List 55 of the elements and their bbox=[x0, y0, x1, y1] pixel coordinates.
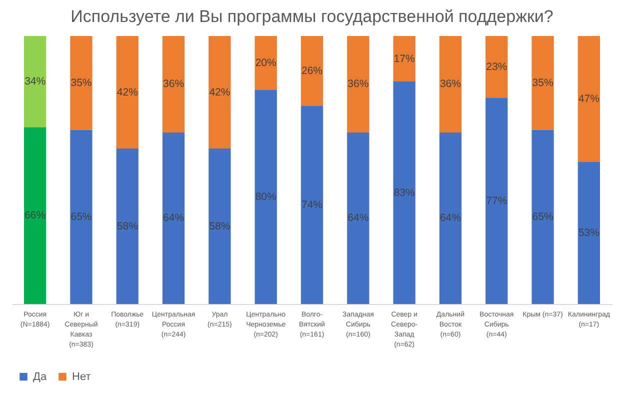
bar bbox=[393, 82, 416, 304]
data-label: 35% bbox=[532, 76, 554, 89]
data-label: 36% bbox=[163, 78, 184, 90]
legend-label: Нет bbox=[72, 370, 91, 383]
bar bbox=[532, 130, 554, 304]
data-label: 23% bbox=[486, 60, 508, 73]
data-label: 42% bbox=[209, 86, 230, 98]
bar bbox=[208, 36, 231, 149]
data-label: 65% bbox=[532, 210, 554, 223]
data-label: 47% bbox=[578, 92, 600, 105]
bar bbox=[116, 148, 138, 304]
bar bbox=[162, 132, 185, 304]
data-label: 74% bbox=[301, 198, 323, 211]
data-label: 36% bbox=[348, 78, 369, 90]
bar bbox=[208, 148, 231, 304]
bar bbox=[486, 98, 508, 304]
data-label: 64% bbox=[348, 212, 369, 224]
data-label: 17% bbox=[394, 52, 415, 65]
bar bbox=[393, 36, 416, 82]
bar bbox=[162, 36, 185, 132]
bar bbox=[347, 36, 370, 132]
data-label: 83% bbox=[394, 186, 415, 199]
bar bbox=[532, 36, 554, 130]
bar bbox=[300, 106, 324, 304]
bar bbox=[439, 36, 462, 132]
bar bbox=[486, 36, 508, 98]
data-label: 77% bbox=[486, 194, 508, 207]
data-label: 42% bbox=[116, 86, 138, 98]
data-label: 66% bbox=[24, 210, 46, 222]
chart-title: Используете ли Вы программы государственной поддержки? bbox=[70, 7, 554, 26]
data-label: 58% bbox=[209, 220, 230, 232]
data-label: 26% bbox=[301, 64, 323, 77]
data-label: 35% bbox=[70, 76, 92, 89]
data-label: 58% bbox=[116, 220, 138, 232]
bar bbox=[24, 36, 46, 128]
data-label: 36% bbox=[440, 78, 461, 90]
bar bbox=[116, 36, 138, 149]
data-label: 34% bbox=[24, 76, 46, 88]
data-label: 64% bbox=[440, 212, 461, 224]
bar bbox=[578, 162, 600, 304]
bar bbox=[70, 130, 92, 304]
bar bbox=[24, 127, 46, 304]
bar bbox=[439, 132, 462, 304]
bar bbox=[347, 132, 370, 304]
data-label: 64% bbox=[163, 212, 184, 224]
data-label: 20% bbox=[255, 56, 276, 69]
data-label: 53% bbox=[578, 226, 600, 239]
bar bbox=[300, 36, 324, 106]
bar bbox=[578, 36, 600, 162]
data-label: 80% bbox=[255, 190, 276, 203]
data-label: 65% bbox=[70, 210, 92, 223]
bar bbox=[254, 90, 277, 304]
legend-label: Да bbox=[33, 370, 48, 383]
bar bbox=[70, 36, 92, 130]
bar bbox=[254, 36, 277, 90]
